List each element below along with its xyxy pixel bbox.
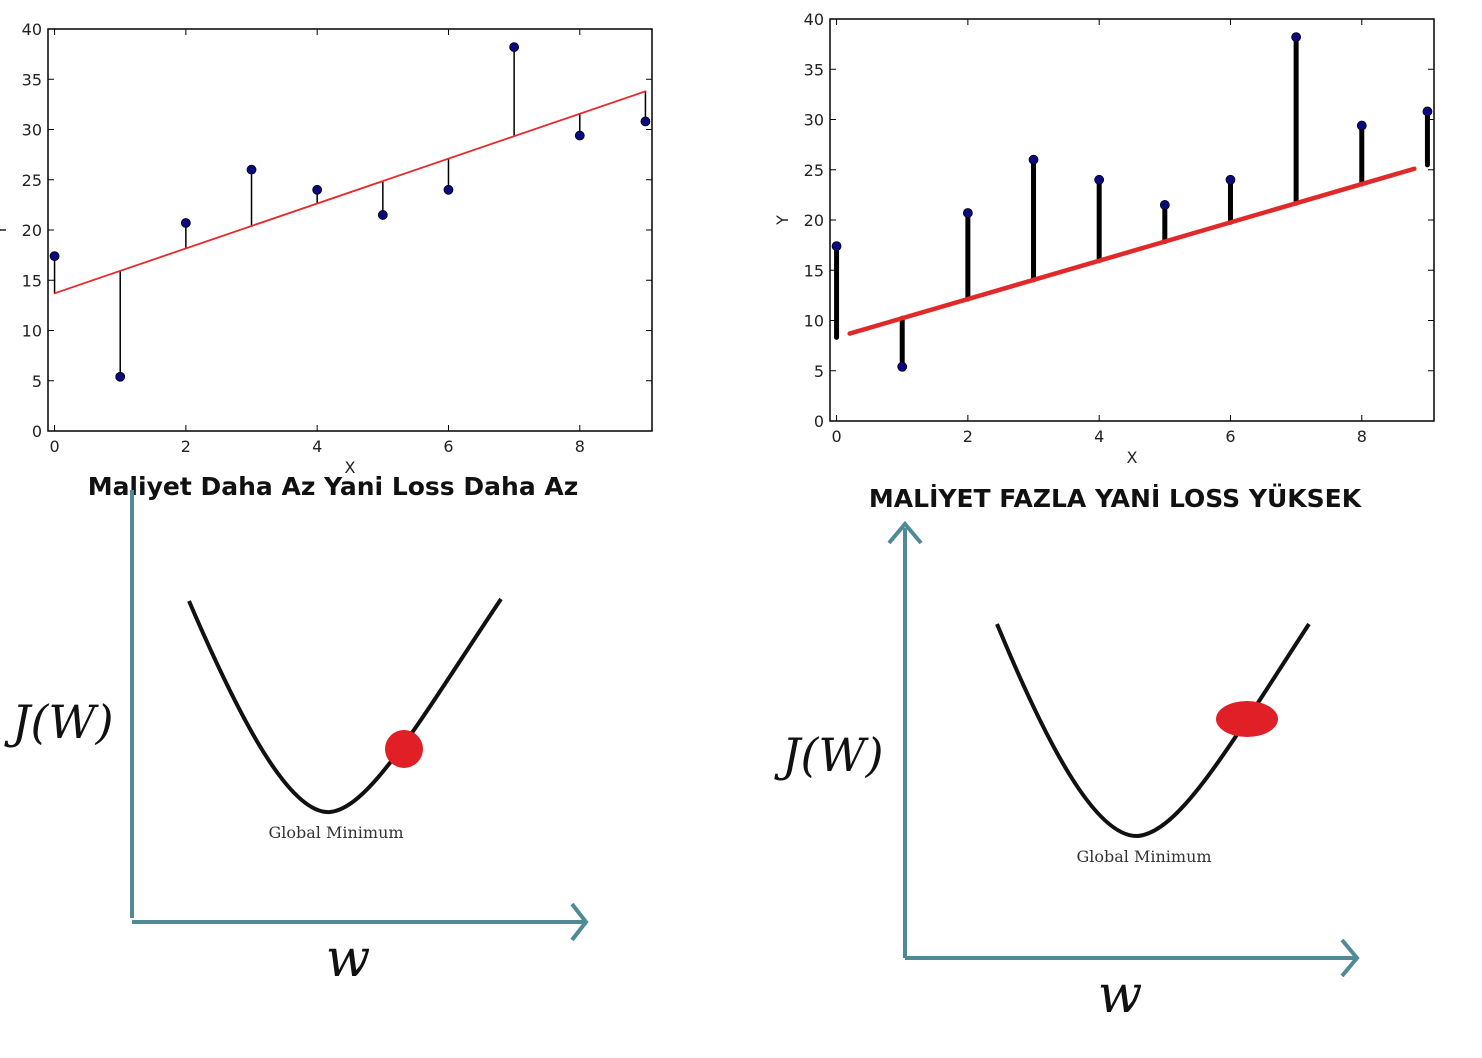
left-data-point — [246, 164, 257, 175]
right-j-arrowhead — [887, 520, 923, 545]
right-xtick-label: 2 — [963, 427, 973, 446]
right-xtick-label: 8 — [1357, 427, 1367, 446]
right-data-point — [1356, 120, 1367, 131]
left-ytick-label: 25 — [22, 171, 42, 190]
right-cost-curve-panel: Global Minimum J(W) w — [774, 520, 1360, 1025]
left-data-point — [509, 42, 520, 52]
left-ytick-label: 35 — [22, 70, 42, 89]
right-ytick-label: 40 — [804, 10, 824, 29]
left-scatter-chart: 0 5 10 15 20 25 30 35 40 0 2 4 6 8 X Y — [0, 20, 653, 477]
right-data-point — [1094, 174, 1105, 185]
left-data-point — [49, 251, 60, 262]
left-ytick-label: 40 — [22, 20, 42, 39]
left-ytick-label: 5 — [32, 372, 42, 391]
right-xtick-label: 0 — [831, 427, 841, 446]
left-xtick-label: 0 — [49, 437, 59, 456]
right-data-point — [1225, 174, 1236, 185]
right-scatter-chart: 0 5 10 15 20 25 30 35 40 0 2 4 6 8 X Y — [773, 10, 1435, 467]
right-fit-line — [847, 166, 1417, 336]
right-j-axis-label: J(W) — [774, 728, 884, 782]
right-data-point — [1028, 154, 1039, 165]
left-global-minimum-label: Global Minimum — [268, 823, 403, 842]
left-ytick-label: 15 — [22, 271, 42, 290]
left-data-point — [377, 210, 388, 220]
right-data-point — [1159, 200, 1170, 210]
left-xtick-label: 4 — [312, 437, 322, 456]
left-ytick-label: 0 — [32, 422, 42, 441]
right-x-axis-label: X — [1127, 448, 1138, 467]
left-cost-curve-panel: Global Minimum J(W) w — [4, 490, 589, 989]
left-data-point — [574, 130, 585, 141]
right-cost-ball — [1216, 701, 1278, 737]
right-ytick-label: 25 — [804, 161, 824, 180]
right-w-arrowhead — [1340, 938, 1360, 978]
right-ytick-label: 30 — [804, 111, 824, 130]
left-ytick-label: 20 — [22, 221, 42, 240]
right-xtick-label: 4 — [1094, 427, 1104, 446]
left-w-arrowhead — [570, 902, 589, 942]
left-xtick-label: 2 — [181, 437, 191, 456]
right-data-point — [1291, 32, 1302, 42]
left-ytick-label: 10 — [22, 322, 42, 341]
right-data-point — [962, 208, 973, 218]
left-x-axis-label: X — [345, 458, 356, 477]
left-caption: Maliyet Daha Az Yani Loss Daha Az — [88, 472, 579, 501]
right-ytick-label: 10 — [804, 312, 824, 331]
left-xtick-label: 8 — [575, 437, 585, 456]
right-data-point — [897, 361, 908, 372]
right-plot-frame — [829, 18, 1435, 422]
left-data-point — [640, 116, 651, 127]
left-cost-curve — [187, 597, 503, 815]
right-caption: MALİYET FAZLA YANİ LOSS YÜKSEK — [869, 483, 1363, 513]
left-data-point — [312, 184, 323, 195]
left-j-axis-label: J(W) — [4, 695, 114, 749]
left-data-point — [443, 184, 454, 195]
right-data-point — [831, 241, 842, 252]
left-ytick-label: 30 — [22, 121, 42, 140]
right-ytick-label: 0 — [814, 412, 824, 431]
right-global-minimum-label: Global Minimum — [1076, 847, 1211, 866]
left-data-point — [180, 218, 191, 228]
left-fit-line — [53, 90, 647, 295]
left-data-point — [115, 371, 126, 382]
right-data-point — [1422, 106, 1433, 117]
left-y-axis-label: Y — [0, 225, 10, 236]
left-w-axis-label: w — [326, 929, 371, 989]
right-ytick-label: 5 — [814, 362, 824, 381]
left-plot-frame — [47, 28, 653, 432]
right-ytick-label: 20 — [804, 211, 824, 230]
right-ytick-label: 35 — [804, 60, 824, 79]
right-w-axis-label: w — [1098, 965, 1143, 1025]
right-xtick-label: 6 — [1225, 427, 1235, 446]
right-y-axis-label: Y — [773, 215, 792, 226]
left-cost-ball — [385, 730, 423, 768]
right-ytick-label: 15 — [804, 261, 824, 280]
left-xtick-label: 6 — [443, 437, 453, 456]
